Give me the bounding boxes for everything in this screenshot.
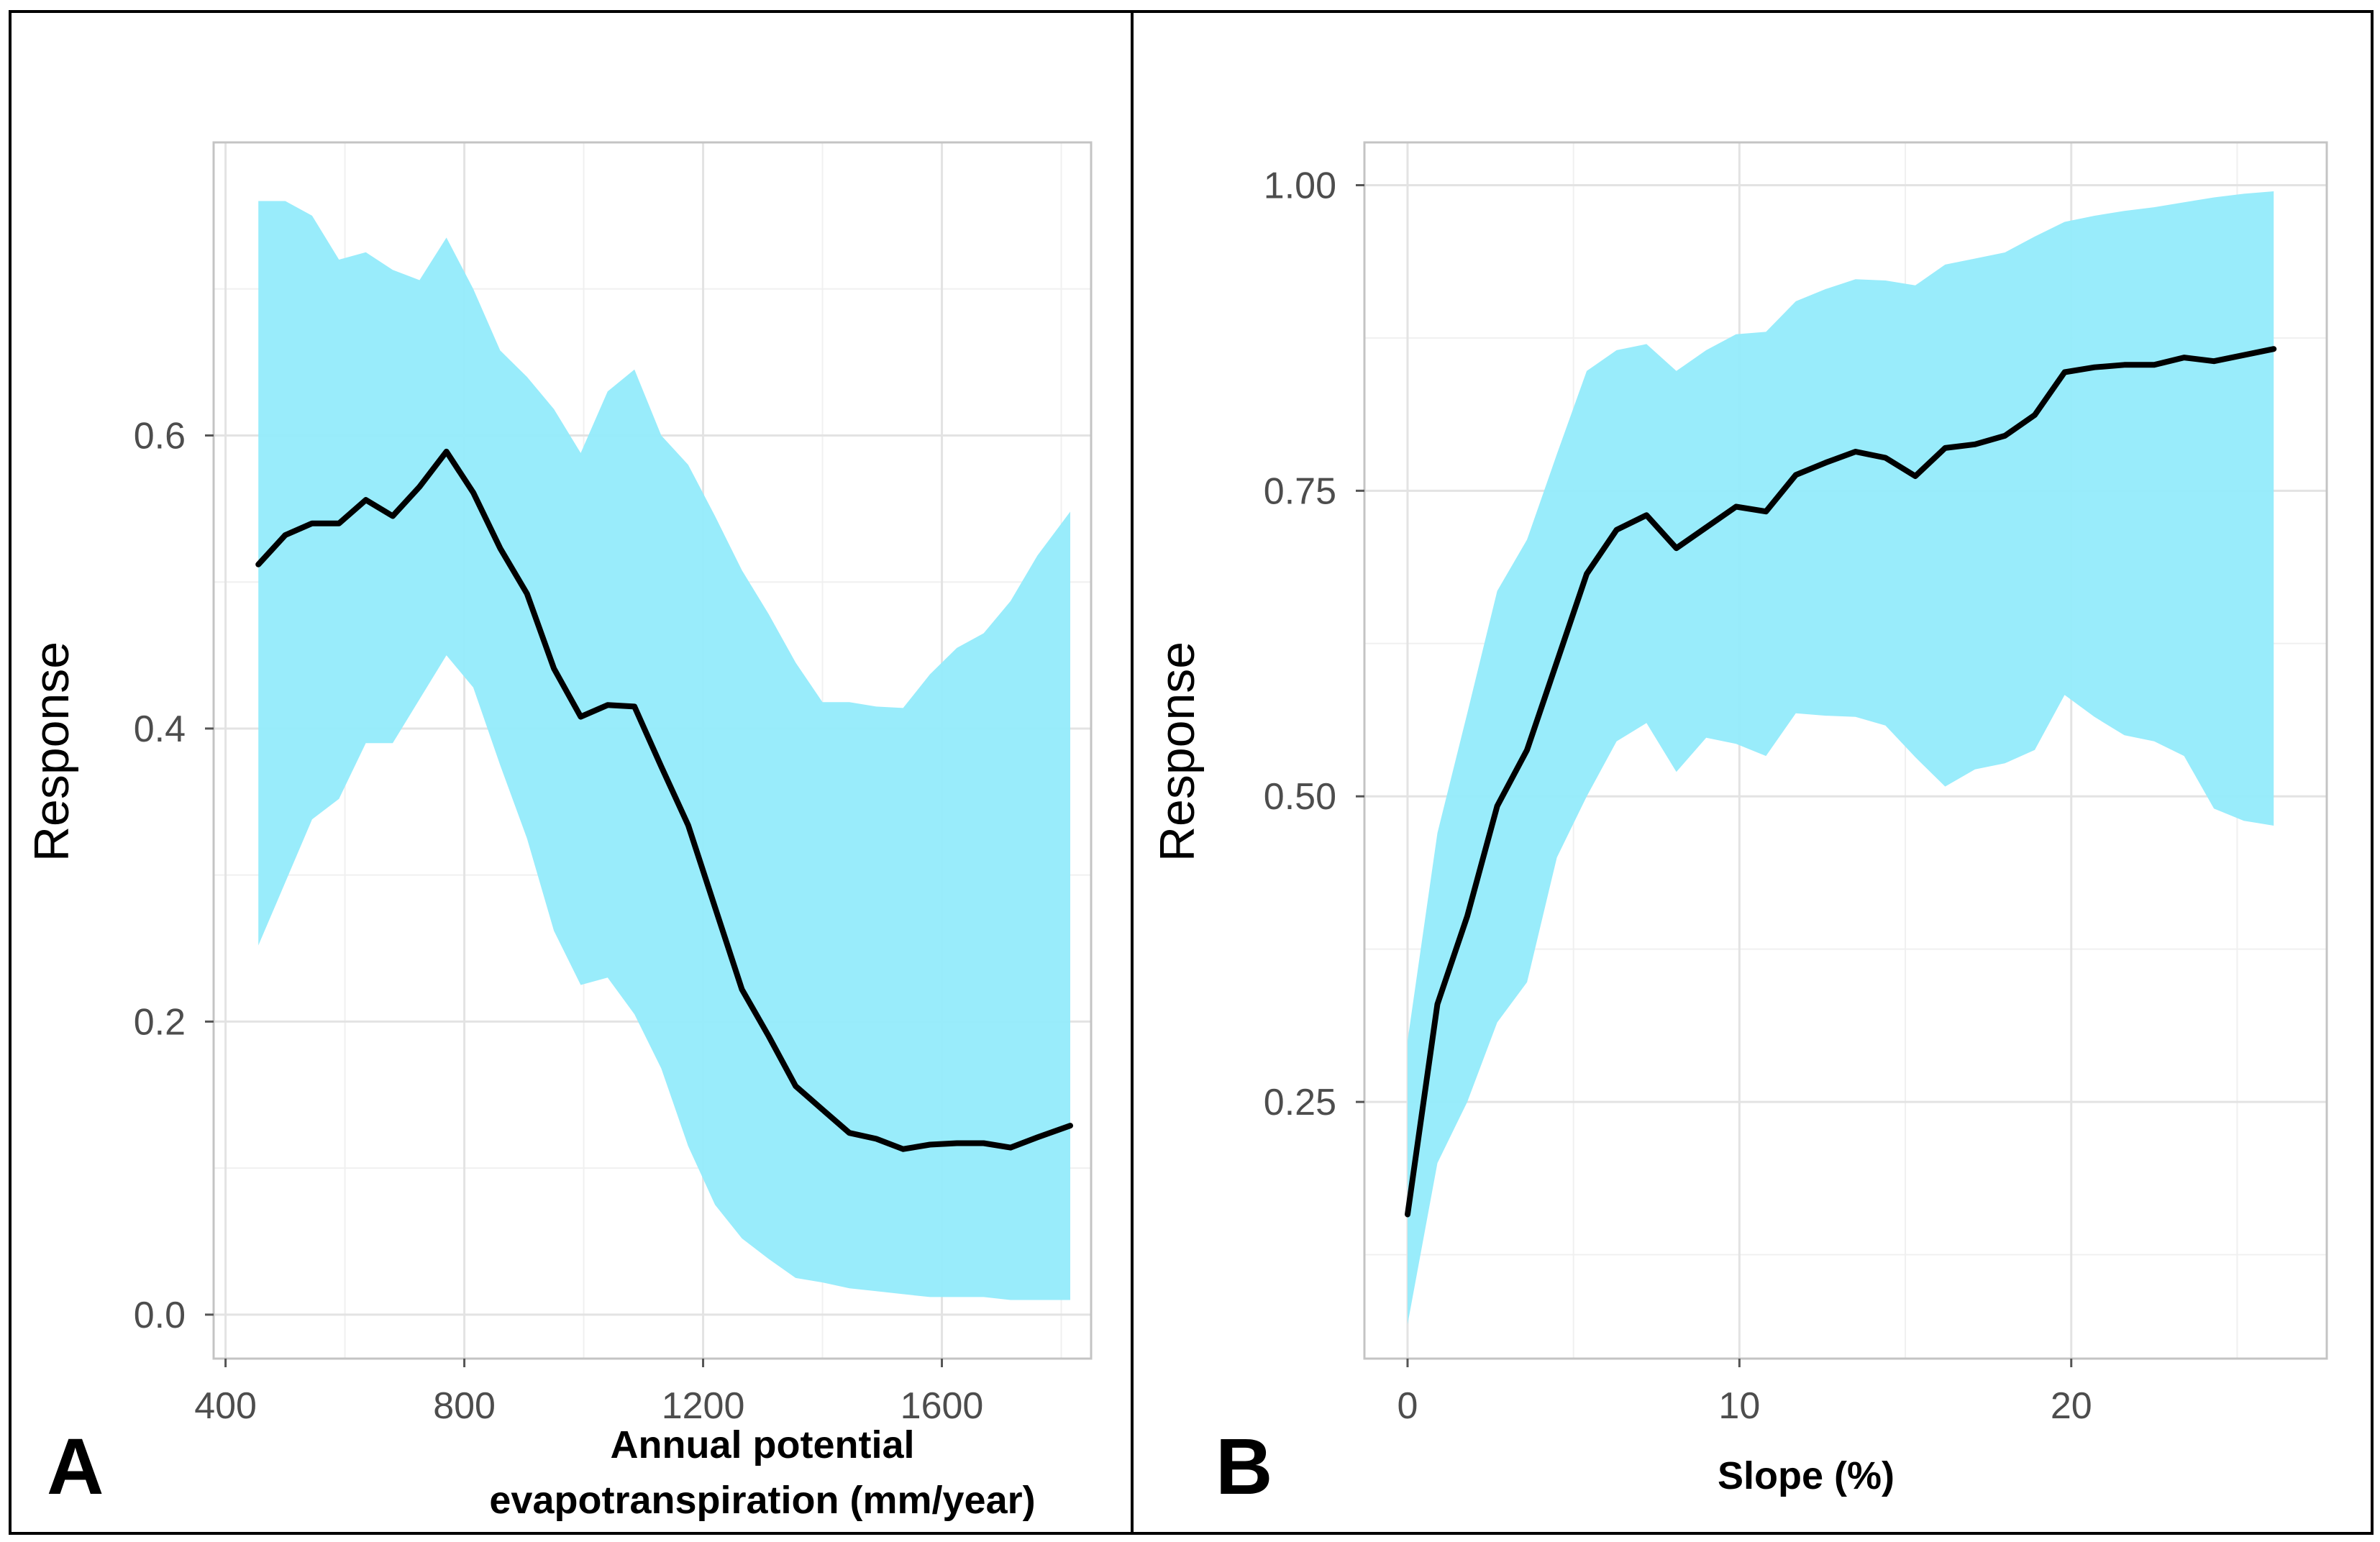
y-tick-label: 0.4 [134,708,186,750]
x-tick-label: 400 [194,1385,257,1427]
y-axis-title: Response [1150,642,1205,862]
panel-a: 400 800 1200 1600 0.0 0.2 0.4 0.6 Response Annual… [24,141,1093,1522]
x-tick-label: 20 [2051,1385,2092,1427]
panel-b: 0 10 20 0.25 0.50 0.75 1.00 Response Slope (%) B [1150,141,2328,1511]
y-tick-label: 0.75 [1264,470,1336,512]
x-tick-label: 0 [1398,1385,1418,1427]
y-tick-label: 0.2 [134,1001,186,1043]
plot-border [1363,141,2328,1360]
response-line [255,448,1073,1152]
panel-label: B [1216,1423,1272,1511]
x-tick-label: 10 [1718,1385,1760,1427]
x-tick-label: 800 [433,1385,496,1427]
confidence-band [1408,191,2274,1325]
x-tick-label: 1600 [901,1385,984,1427]
y-tick-label: 0.6 [134,415,186,457]
x-axis-title-line: Annual potential [611,1423,915,1466]
x-axis-title-line: evapotranspiration (mm/year) [489,1479,1035,1522]
y-tick-label: 0.50 [1264,776,1336,818]
y-tick-label: 0.25 [1264,1082,1336,1123]
x-tick-label: 1200 [662,1385,745,1427]
y-tick-label: 1.00 [1264,165,1336,206]
x-axis-title-line: Slope (%) [1718,1454,1895,1497]
y-axis-title: Response [24,642,79,862]
figure-border [9,10,2374,1535]
response-line [1405,346,2277,1218]
panel-label: A [47,1423,104,1511]
plot-border [212,141,1093,1360]
y-tick-label: 0.0 [134,1295,186,1336]
